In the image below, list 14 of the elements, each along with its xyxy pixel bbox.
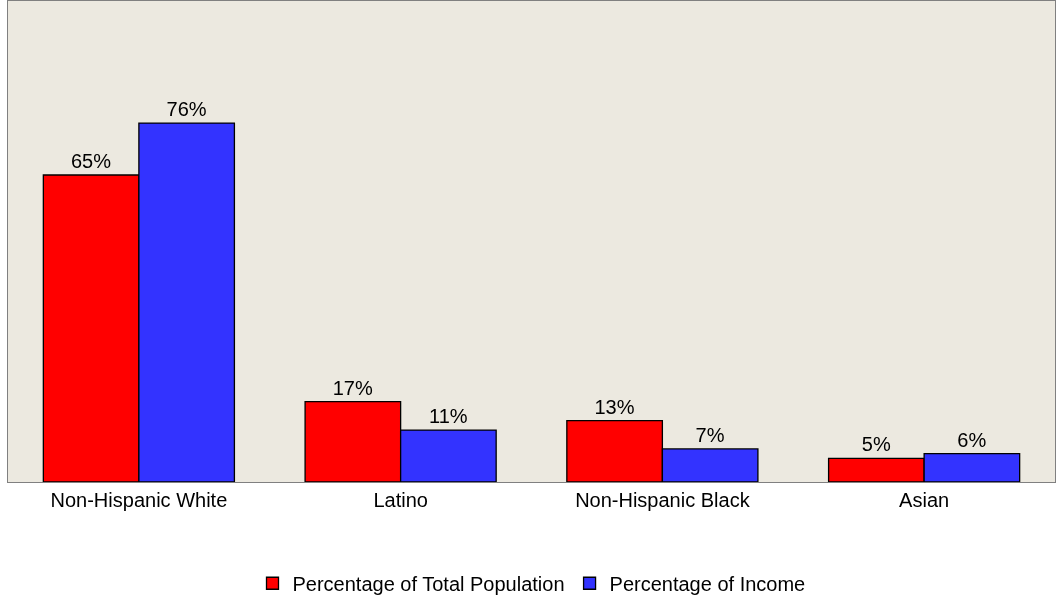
legend-label: Percentage of Income	[609, 573, 806, 596]
x-tick-label: Non-Hispanic Black	[575, 489, 751, 511]
x-tick-label: Asian	[899, 489, 950, 511]
data-label: 7%	[695, 423, 725, 446]
x-tick-label: Latino	[373, 489, 428, 511]
data-label: 6%	[957, 428, 987, 451]
legend-label: Percentage of Total Population	[292, 573, 565, 596]
data-label: 5%	[861, 433, 891, 456]
x-tick-label: Non-Hispanic White	[50, 489, 228, 511]
data-label: 17%	[332, 376, 373, 399]
data-label: 76%	[166, 98, 207, 121]
data-label: 13%	[594, 395, 635, 418]
data-label: 65%	[70, 150, 112, 172]
data-label: 11%	[429, 405, 468, 428]
